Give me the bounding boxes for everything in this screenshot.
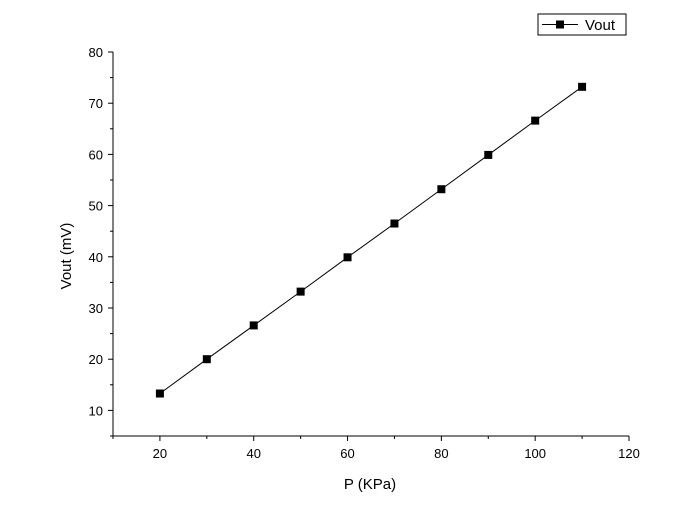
data-point [437, 185, 446, 194]
data-point [390, 219, 399, 228]
x-tick-label: 20 [153, 446, 167, 461]
data-point [155, 389, 164, 398]
y-tick-label: 20 [89, 352, 103, 367]
legend-label: Vout [585, 17, 616, 34]
y-tick-label: 10 [89, 403, 103, 418]
axes [112, 52, 629, 437]
x-tick-label: 40 [246, 446, 260, 461]
y-tick-label: 70 [89, 96, 103, 111]
data-point [484, 150, 493, 159]
legend-box [537, 13, 627, 36]
legend-marker [556, 20, 564, 29]
y-tick-label: 40 [89, 250, 103, 265]
data-point [343, 253, 352, 262]
legend: Vout [537, 13, 627, 36]
data-point [249, 321, 258, 330]
x-axis-title: P (KPa) [344, 476, 396, 493]
data-point [296, 287, 305, 296]
x-tick-label: 60 [340, 446, 354, 461]
ticks: 20 40 60 80 100 120 10 20 30 40 50 60 70 80 [89, 45, 640, 461]
series-layer [155, 82, 587, 398]
y-axis-title: Vout (mV) [58, 223, 75, 290]
data-point [202, 355, 211, 364]
y-tick-label: 50 [89, 199, 103, 214]
x-tick-label: 100 [524, 446, 546, 461]
y-tick-label: 80 [89, 45, 103, 60]
x-tick-label: 120 [618, 446, 640, 461]
y-tick-label: 60 [89, 147, 103, 162]
y-tick-label: 30 [89, 301, 103, 316]
x-tick-label: 80 [434, 446, 448, 461]
series-line [159, 86, 583, 394]
data-point [531, 116, 540, 125]
data-point [578, 82, 587, 91]
